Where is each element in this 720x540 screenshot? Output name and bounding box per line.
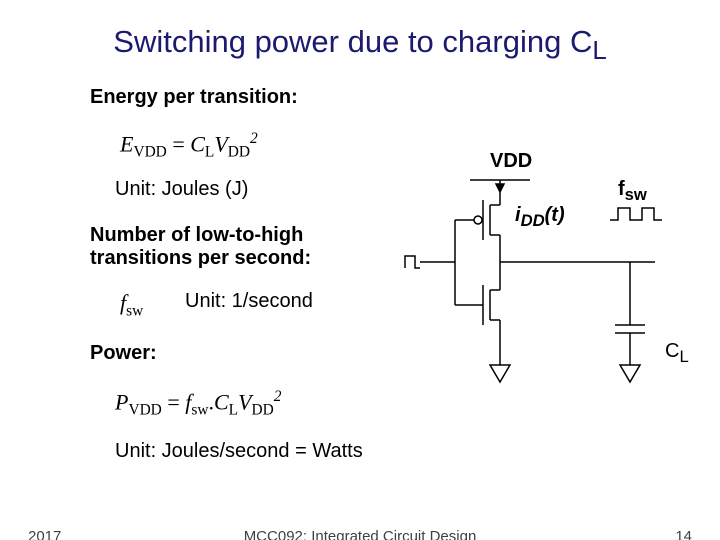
transitions-heading: Number of low-to-high transitions per se… bbox=[90, 224, 390, 270]
title-sub: L bbox=[592, 37, 606, 65]
idd-label: iDD(t) bbox=[515, 204, 565, 231]
power-heading: Power: bbox=[90, 342, 157, 365]
energy-unit: Unit: Joules (J) bbox=[115, 178, 248, 201]
cmos-inverter-diagram: VDD iDD(t) fsw bbox=[400, 150, 690, 410]
fsw-label: fsw bbox=[618, 178, 647, 205]
energy-heading: Energy per transition: bbox=[90, 86, 298, 109]
title-text: Switching power due to charging C bbox=[113, 24, 592, 59]
footer-page: 14 bbox=[675, 528, 692, 540]
power-unit: Unit: Joules/second = Watts bbox=[115, 440, 363, 463]
slide: Switching power due to charging CL Energ… bbox=[0, 0, 720, 540]
freq-unit: Unit: 1/second bbox=[185, 290, 313, 313]
power-formula: PVDD = fsw.CLVDD2 bbox=[115, 388, 281, 420]
energy-formula: EVDD = CLVDD2 bbox=[120, 130, 258, 162]
cl-label: CL bbox=[665, 340, 689, 367]
footer-course: MCC092: Integrated Circuit Design bbox=[0, 528, 720, 540]
fsw-formula: fsw bbox=[120, 290, 143, 320]
page-title: Switching power due to charging CL bbox=[0, 24, 720, 66]
vdd-label: VDD bbox=[490, 150, 532, 173]
